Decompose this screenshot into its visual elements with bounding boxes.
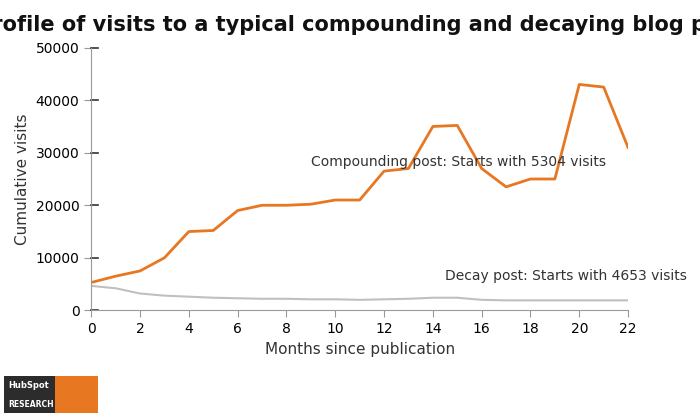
Y-axis label: Cumulative visits: Cumulative visits — [15, 113, 30, 245]
Text: Compounding post: Starts with 5304 visits: Compounding post: Starts with 5304 visit… — [311, 155, 606, 169]
Text: Decay post: Starts with 4653 visits: Decay post: Starts with 4653 visits — [445, 269, 687, 283]
Text: RESEARCH: RESEARCH — [8, 400, 54, 409]
Text: HubSpot: HubSpot — [8, 381, 49, 390]
X-axis label: Months since publication: Months since publication — [265, 342, 455, 357]
Title: Profile of visits to a typical compounding and decaying blog post: Profile of visits to a typical compoundi… — [0, 15, 700, 35]
